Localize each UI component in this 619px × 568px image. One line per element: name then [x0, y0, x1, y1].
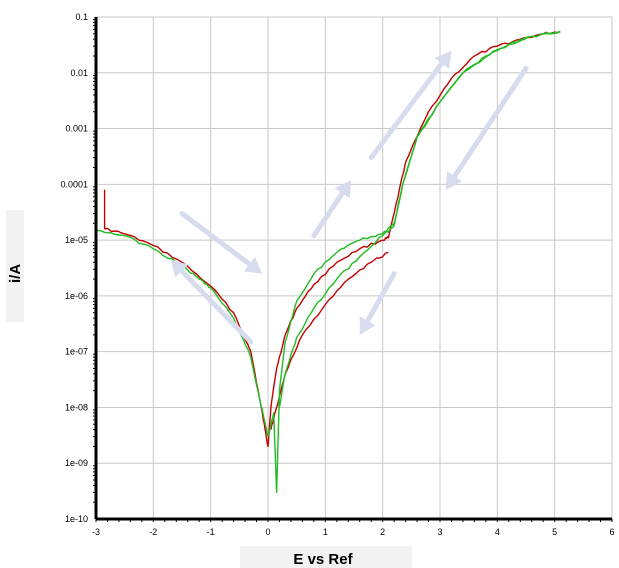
x-tick-labels: -3 -2 -1 0 1 2 3 4 5 6 [92, 519, 615, 537]
x-tick-label: -2 [149, 527, 157, 537]
x-tick-label: 0 [265, 527, 270, 537]
grid [95, 16, 613, 520]
x-tick-label: 4 [495, 527, 500, 537]
series-layer [95, 30, 561, 494]
y-tick-label: 1e-10 [65, 514, 88, 524]
arrow-up-right-icon [311, 179, 352, 239]
x-tick-label: 5 [552, 527, 557, 537]
arrow-up-left-icon [170, 259, 254, 345]
x-tick-label: 1 [323, 527, 328, 537]
y-axis-title: i/A [7, 264, 24, 283]
y-tick-label: 0.1 [75, 12, 88, 22]
y-tick-label: 1e-07 [65, 347, 88, 357]
direction-arrows [170, 50, 529, 345]
x-tick-label: -3 [92, 527, 100, 537]
arrow-up-right-icon [368, 50, 452, 161]
y-tick-label: 1e-09 [65, 458, 88, 468]
arrow-down-left-icon [359, 271, 397, 335]
y-tick-label: 1e-05 [65, 235, 88, 245]
arrow-down-left-icon [445, 65, 529, 190]
x-axis-title-box [240, 546, 412, 568]
arrow-down-right-icon [179, 210, 263, 274]
x-tick-label: 6 [609, 527, 614, 537]
series-line [270, 251, 389, 430]
series-line [278, 30, 561, 408]
x-axis-title: E vs Ref [293, 551, 353, 568]
y-tick-label: 1e-06 [65, 291, 88, 301]
x-tick-label: -1 [207, 527, 215, 537]
y-axis-title-box [6, 210, 24, 322]
y-tick-label: 0.0001 [60, 179, 88, 189]
y-tick-label: 0.001 [65, 124, 88, 134]
y-tick-label: 1e-08 [65, 402, 88, 412]
y-tick-label: 0.01 [70, 68, 88, 78]
x-tick-label: 2 [380, 527, 385, 537]
x-tick-label: 3 [437, 527, 442, 537]
y-tick-labels: 1e-10 1e-09 1e-08 1e-07 1e-06 1e-05 0.0001 0.00… [60, 12, 96, 524]
